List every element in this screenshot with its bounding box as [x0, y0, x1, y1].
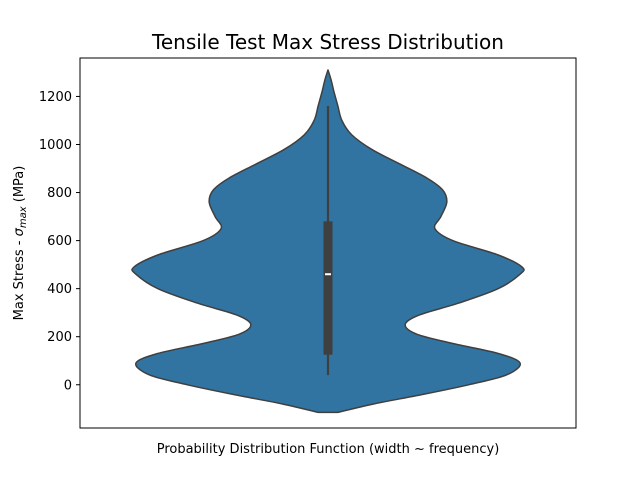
y-tick-label: 400 — [47, 282, 72, 297]
y-axis-label-symbol: σ — [12, 227, 27, 236]
y-axis-label: Max Stress - σmax (MPa) — [12, 166, 29, 321]
y-axis-label-prefix: Max Stress - — [12, 236, 27, 320]
x-axis-label: Probability Distribution Function (width… — [157, 442, 500, 457]
y-axis-label-suffix: (MPa) — [12, 166, 27, 207]
y-tick-label: 1200 — [39, 90, 72, 105]
plot-area — [131, 69, 525, 414]
axes-frame — [79, 57, 577, 429]
y-axis: 0 200 400 600 800 1000 1200 — [39, 90, 80, 393]
y-tick-label: 600 — [47, 234, 72, 249]
y-tick-label: 800 — [47, 186, 72, 201]
y-tick-label: 0 — [64, 378, 72, 393]
chart-title: Tensile Test Max Stress Distribution — [151, 30, 504, 54]
interquartile-box — [323, 221, 333, 355]
y-tick-label: 1000 — [39, 138, 72, 153]
y-axis-label-subscript: max — [18, 206, 29, 228]
y-tick-label: 200 — [47, 330, 72, 345]
